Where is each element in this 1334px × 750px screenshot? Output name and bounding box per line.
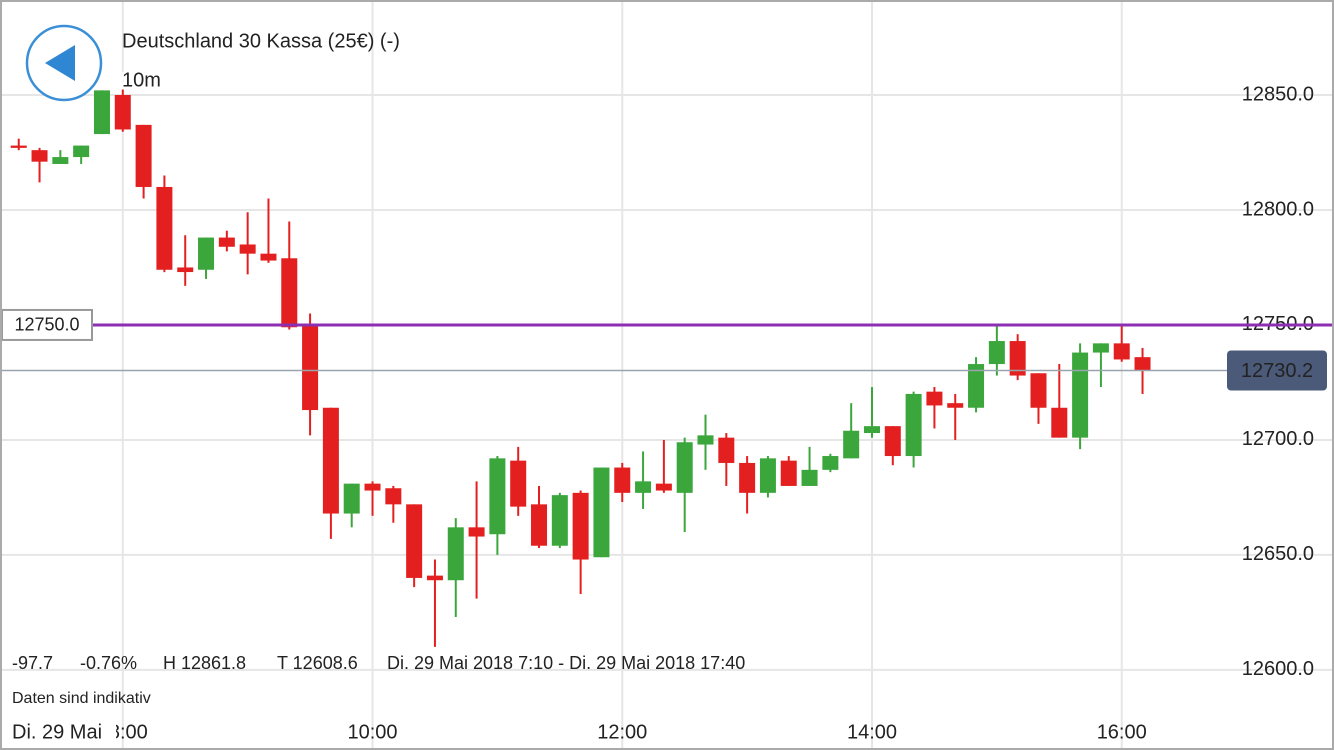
candle-body: [177, 267, 194, 273]
candle-body: [822, 456, 839, 470]
candle-body: [31, 150, 48, 162]
chart-title: Deutschland 30 Kassa (25€) (-): [122, 30, 400, 52]
y-tick-label: 12600.0: [1242, 658, 1314, 680]
candle-body: [1072, 352, 1089, 438]
candle-body: [281, 258, 298, 328]
stat-change: -97.7: [12, 653, 53, 673]
candle-body: [1113, 343, 1130, 360]
x-tick-label: 10:00: [347, 721, 397, 743]
candle-body: [489, 458, 506, 535]
candle-body: [1134, 357, 1151, 371]
candle-body: [468, 527, 485, 537]
date-label-bg: [0, 716, 116, 750]
candle-body: [551, 495, 568, 546]
back-button[interactable]: [25, 24, 103, 102]
candle-body: [447, 527, 464, 581]
y-tick-label: 12700.0: [1242, 428, 1314, 450]
candle-body: [364, 483, 381, 491]
candle-body: [218, 237, 235, 247]
candle-body: [135, 124, 152, 187]
candle-body: [114, 94, 131, 130]
candle-body: [385, 488, 402, 505]
x-tick-label: 12:00: [597, 721, 647, 743]
candle-body: [635, 481, 652, 493]
candle-body: [968, 364, 985, 408]
candle-body: [10, 145, 27, 148]
candle-body: [510, 460, 527, 507]
candle-body: [239, 244, 256, 254]
candle-body: [863, 426, 880, 434]
interval: 10m: [122, 69, 161, 91]
y-tick-label: 12850.0: [1242, 83, 1314, 105]
candle-body: [593, 467, 610, 558]
candle-body: [759, 458, 776, 493]
candle-body: [572, 492, 589, 560]
candle-body: [1030, 373, 1047, 408]
candle-body: [988, 341, 1005, 365]
candle-body: [52, 157, 69, 164]
y-tick-label: 12650.0: [1242, 543, 1314, 565]
x-tick-label: 14:00: [847, 721, 897, 743]
candle-body: [676, 442, 693, 493]
candle-body: [1009, 341, 1026, 376]
candle-body: [780, 460, 797, 486]
candle-body: [718, 437, 735, 463]
candle-body: [1092, 343, 1109, 353]
stat-high: H 12861.8: [163, 653, 246, 673]
date-label: Di. 29 Mai: [12, 721, 102, 743]
candle-body: [73, 145, 90, 158]
candle-body: [947, 403, 964, 408]
candle-body: [322, 407, 339, 514]
candle-body: [843, 430, 860, 459]
candle-body: [884, 426, 901, 457]
candle-body: [260, 253, 277, 261]
candle-body: [198, 237, 215, 270]
x-tick-label: 16:00: [1097, 721, 1147, 743]
candle-body: [614, 467, 631, 493]
candle-body: [93, 90, 110, 135]
candle-body: [156, 186, 173, 270]
candle-body: [926, 391, 943, 406]
back-button-icon[interactable]: [45, 45, 75, 81]
candle-body: [406, 504, 423, 578]
candle-body: [426, 575, 443, 581]
stat-low: T 12608.6: [277, 653, 358, 673]
current-price-box: [1227, 350, 1327, 391]
candle-body: [697, 435, 714, 445]
candles: [10, 88, 1151, 647]
candle-body: [1051, 407, 1068, 438]
stat-change-pct: -0.76%: [80, 653, 137, 673]
candle-body: [655, 483, 672, 491]
candle-body: [531, 504, 548, 546]
note: Daten sind indikativ: [12, 690, 151, 707]
current-price-label: 12730.2: [1241, 360, 1313, 382]
candle-body: [302, 324, 319, 411]
y-tick-label: 12800.0: [1242, 198, 1314, 220]
level-label: 12750.0: [14, 315, 79, 335]
candle-body: [905, 393, 922, 457]
candle-body: [739, 462, 756, 493]
candle-body: [343, 483, 360, 514]
candle-body: [801, 469, 818, 486]
stat-range: Di. 29 Mai 2018 7:10 - Di. 29 Mai 2018 1…: [387, 653, 745, 673]
